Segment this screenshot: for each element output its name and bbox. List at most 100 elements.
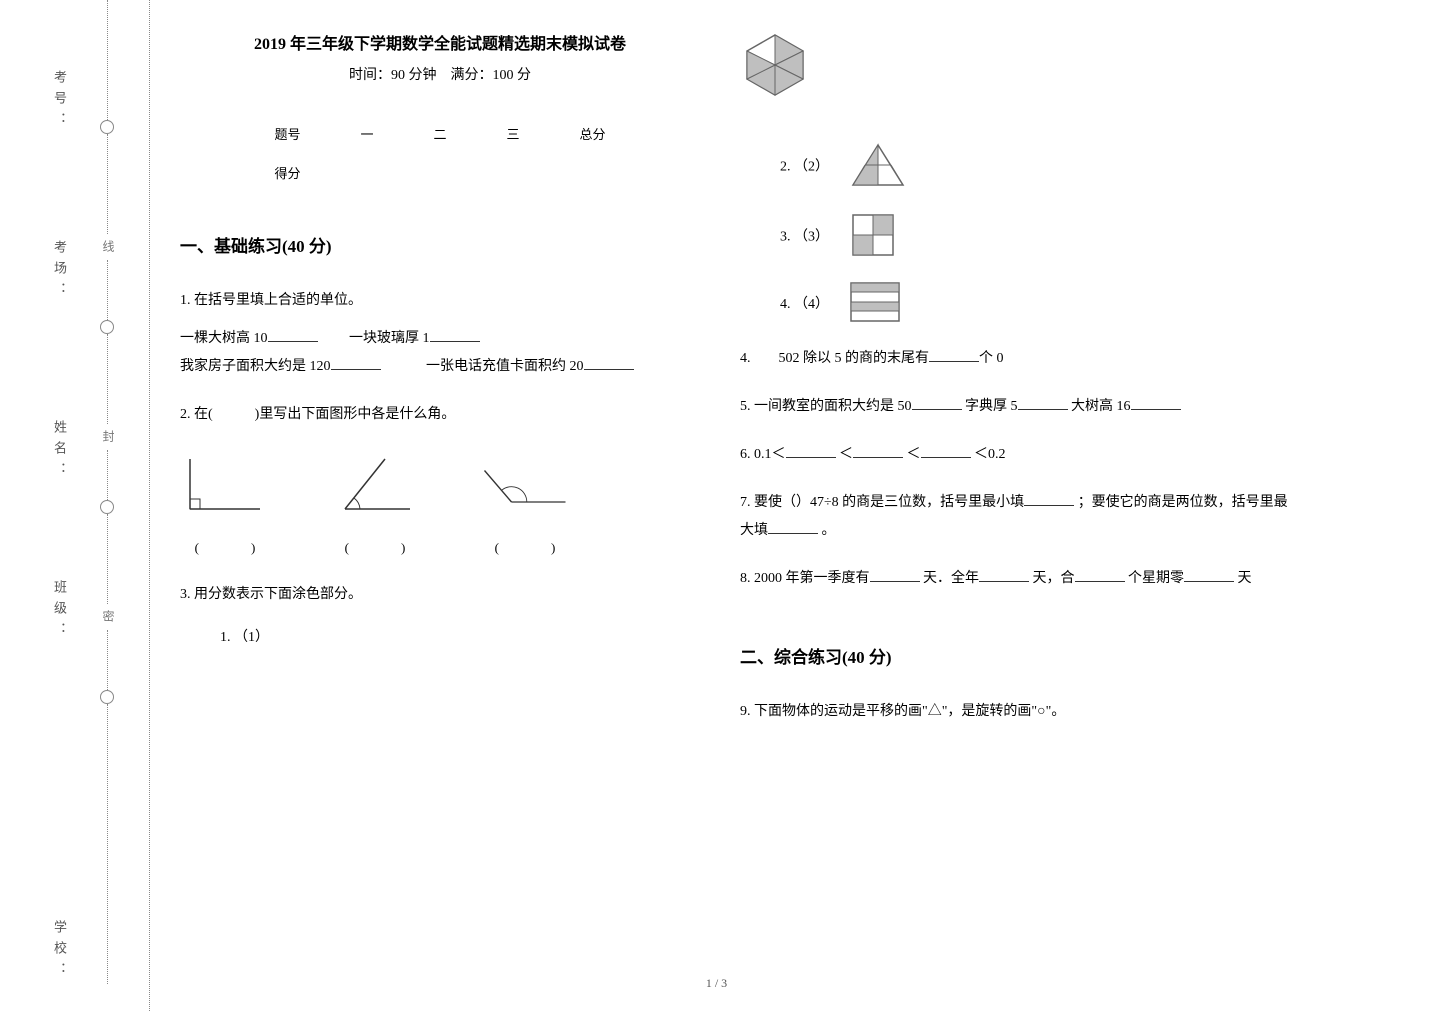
blank [912, 396, 962, 410]
question-6: 6. 0.1＜ ＜ ＜ ＜0.2 [740, 441, 1300, 469]
blank [929, 348, 979, 362]
blank [268, 328, 318, 342]
q8-text: 天，合 [1033, 571, 1075, 586]
blank [870, 568, 920, 582]
q8-text: 天．全年 [923, 571, 979, 586]
q3-sublist: 1. （1） [220, 624, 700, 652]
question-8: 8. 2000 年第一季度有 天．全年 天，合 个星期零 天 [740, 565, 1300, 593]
q1-line1: 一棵大树高 10 一块玻璃厚 1 [180, 325, 700, 353]
grid-2x2-icon [848, 210, 898, 260]
binding-edge: 考号： 考场： 姓名： 班级： 学校： 线 封 密 [0, 0, 150, 1011]
hexagon-icon [740, 30, 810, 100]
item-label: （4） [794, 297, 829, 312]
list-item: 1. （1） [220, 624, 700, 652]
blank [768, 520, 818, 534]
content-right-column: 2. （2） 3. （3） [740, 30, 1300, 746]
score-header: 题号 [244, 114, 330, 153]
q4-text: 4. 502 除以 5 的商的末尾有 [740, 351, 929, 366]
item-label: （1） [234, 630, 269, 645]
exam-page: 考号： 考场： 姓名： 班级： 学校： 线 封 密 2019 年三年级下学期数学… [0, 0, 1433, 1011]
question-7: 7. 要使（）47÷8 的商是三位数，括号里最小填 ；要使它的商是两位数，括号里… [740, 489, 1300, 545]
score-cell [403, 153, 476, 192]
fraction-shape-grid-2x2 [848, 210, 898, 265]
blank [1075, 568, 1125, 582]
item-num: 2. [780, 160, 791, 175]
binding-label-school: 学校： [50, 920, 69, 983]
fraction-shape-hexagon [740, 30, 810, 105]
binding-dotline [107, 704, 108, 984]
q1-text: 一棵大树高 10 [180, 331, 268, 346]
q1-prompt: 1. 在括号里填上合适的单位。 [180, 287, 700, 315]
q5-text: 大树高 16 [1071, 399, 1131, 414]
binding-circle-icon [100, 120, 114, 134]
binding-seal-word: 封 [100, 430, 117, 442]
blank [331, 356, 381, 370]
list-item: 4. （4） [780, 280, 1300, 330]
q6-text: ＜ [839, 447, 853, 462]
section-1-heading: 一、基础练习(40 分) [180, 232, 700, 257]
binding-dotline [107, 334, 108, 424]
binding-dotline [107, 450, 108, 500]
list-item: 2. （2） [780, 140, 1300, 195]
binding-label-room: 考场： [50, 240, 69, 303]
blank [1024, 492, 1074, 506]
binding-dotline [107, 134, 108, 234]
score-cell [550, 153, 636, 192]
blank [430, 328, 480, 342]
binding-seal-word: 密 [100, 610, 117, 622]
binding-label-name: 姓名： [50, 420, 69, 483]
blank [1131, 396, 1181, 410]
score-header: 三 [477, 114, 550, 153]
q4-suffix: 个 0 [979, 351, 1004, 366]
blank [1018, 396, 1068, 410]
question-3: 3. 用分数表示下面涂色部分。 1. （1） [180, 581, 700, 652]
binding-label-class: 班级： [50, 580, 69, 643]
q9-text: 9. 下面物体的运动是平移的画"△"，是旋转的画"○"。 [740, 704, 1065, 719]
blank [853, 444, 903, 458]
score-cell [477, 153, 550, 192]
blank [786, 444, 836, 458]
q1-line2: 我家房子面积大约是 120 一张电话充值卡面积约 20 [180, 353, 700, 381]
q3-prompt: 3. 用分数表示下面涂色部分。 [180, 581, 700, 609]
q7-text: 7. 要使（）47÷8 的商是三位数，括号里最小填 [740, 495, 1024, 510]
q1-text: 一张电话充值卡面积约 20 [384, 359, 584, 374]
score-header: 二 [403, 114, 476, 153]
binding-seal-word: 线 [100, 240, 117, 252]
binding-dotline [107, 0, 108, 120]
angle-paren: ( ) [330, 535, 420, 561]
q6-text: ＜ [907, 447, 921, 462]
angle-right: ( ) [180, 449, 270, 561]
q2-prompt: 2. 在( )里写出下面图形中各是什么角。 [180, 401, 700, 429]
q6-text: ＜0.2 [974, 447, 1006, 462]
binding-dotline [107, 630, 108, 690]
question-5: 5. 一间教室的面积大约是 50 字典厚 5 大树高 16 [740, 393, 1300, 421]
obtuse-angle-icon [480, 449, 570, 519]
blank [1184, 568, 1234, 582]
angle-paren: ( ) [180, 535, 270, 561]
q1-text: 一块玻璃厚 1 [321, 331, 430, 346]
score-header: 总分 [550, 114, 636, 153]
question-4: 4. 502 除以 5 的商的末尾有 个 0 [740, 345, 1300, 373]
table-row: 得分 [244, 153, 635, 192]
table-row: 题号 一 二 三 总分 [244, 114, 635, 153]
angle-acute: ( ) [330, 449, 420, 561]
angle-obtuse: ( ) [480, 449, 570, 561]
binding-circle-icon [100, 500, 114, 514]
right-angle-icon [180, 449, 270, 519]
binding-circle-icon [100, 690, 114, 704]
q5-text: 5. 一间教室的面积大约是 50 [740, 399, 912, 414]
blank [979, 568, 1029, 582]
q3-sublist-right: 2. （2） 3. （3） [780, 140, 1300, 330]
q8-text: 个星期零 [1128, 571, 1184, 586]
acute-angle-icon [330, 449, 420, 519]
content-left-column: 2019 年三年级下学期数学全能试题精选期末模拟试卷 时间：90 分钟 满分：1… [180, 30, 700, 672]
score-header: 一 [330, 114, 403, 153]
list-item: 3. （3） [780, 210, 1300, 265]
section-2-heading: 二、综合练习(40 分) [740, 643, 1300, 668]
page-number: 1 / 3 [706, 976, 727, 991]
angle-paren: ( ) [480, 535, 570, 561]
item-label: （3） [794, 230, 829, 245]
fraction-shape-grid-stripes [848, 280, 903, 330]
exam-subtitle: 时间：90 分钟 满分：100 分 [180, 64, 700, 84]
score-label: 得分 [244, 153, 330, 192]
